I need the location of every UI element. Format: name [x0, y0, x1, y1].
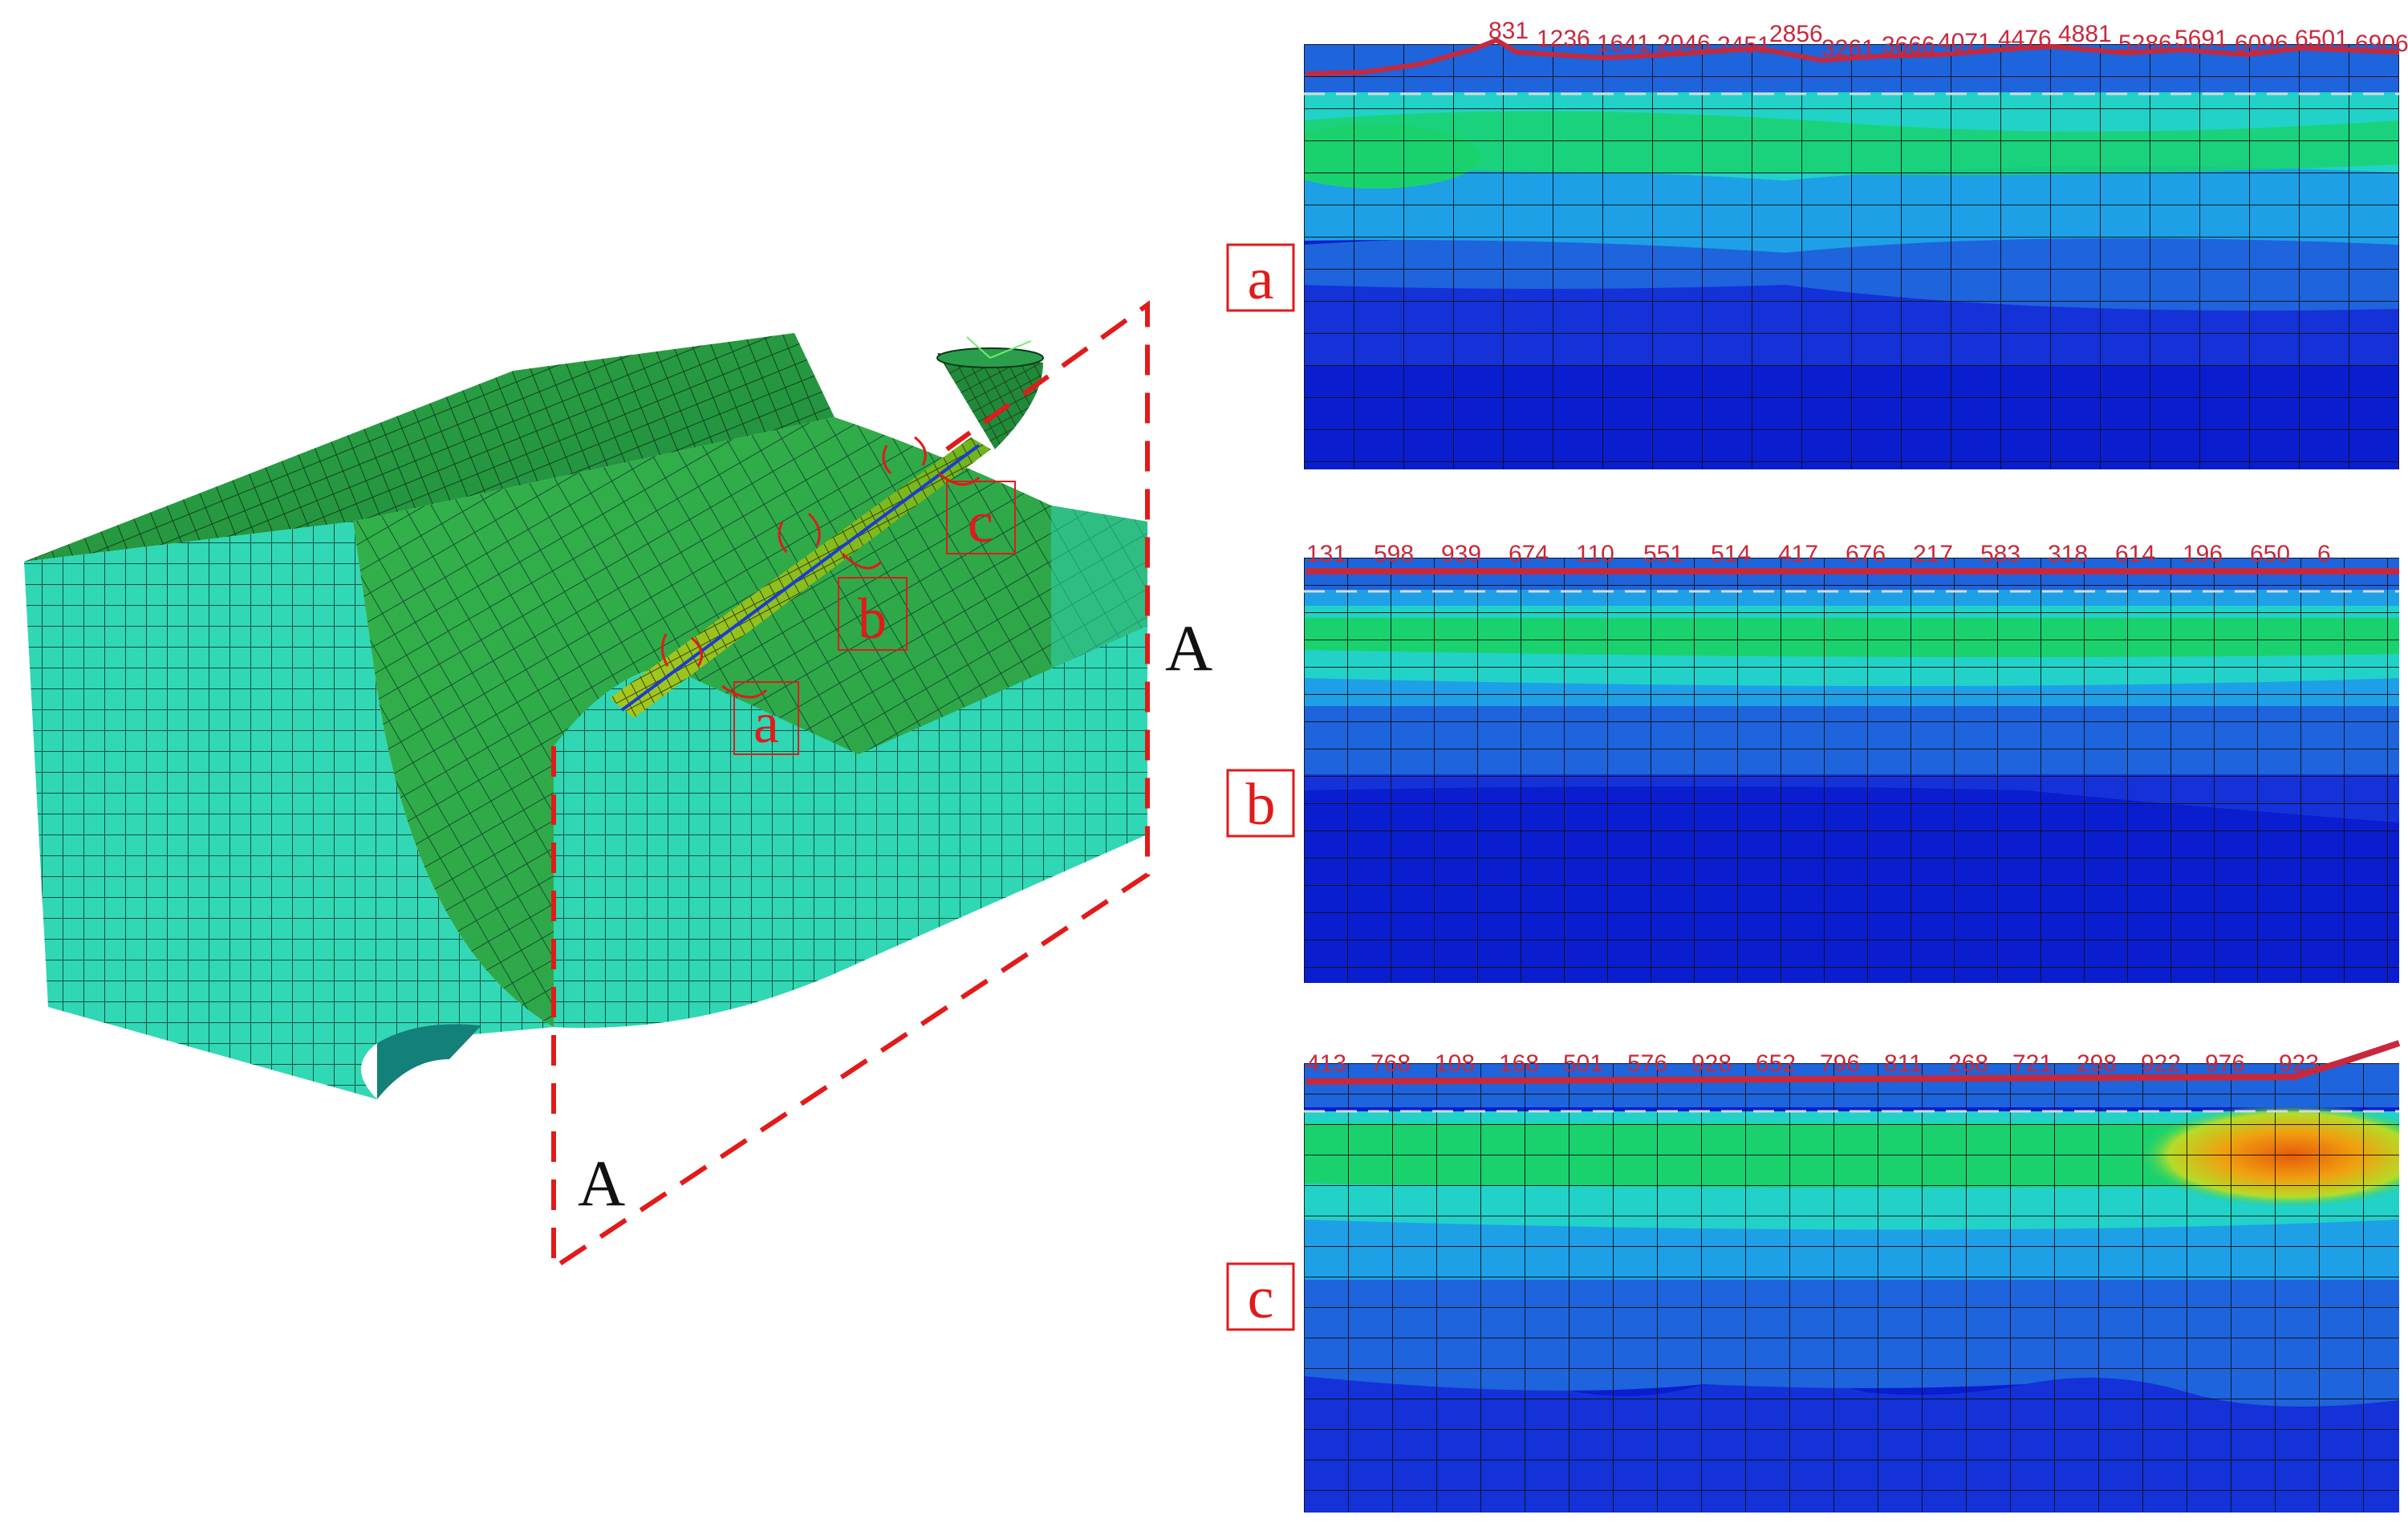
svg-text:318: 318: [2048, 541, 2088, 567]
svg-text:796: 796: [1820, 1050, 1860, 1077]
svg-text:2856: 2856: [1769, 21, 1823, 47]
svg-text:110: 110: [1576, 541, 1614, 567]
svg-text:131: 131: [1306, 541, 1346, 567]
svg-text:5691: 5691: [2175, 26, 2228, 52]
svg-text:614: 614: [2115, 541, 2155, 567]
panel-c: [1304, 1040, 2401, 1513]
panel-c-nodes: 413 768 108 168 501 576 928 652 796 811 …: [1306, 1050, 2319, 1077]
svg-text:3261: 3261: [1821, 35, 1875, 62]
svg-text:c: c: [968, 490, 993, 554]
svg-text:a: a: [1248, 246, 1274, 312]
svg-text:551: 551: [1643, 541, 1683, 567]
svg-text:922: 922: [2141, 1050, 2181, 1077]
svg-text:576: 576: [1627, 1050, 1667, 1077]
svg-text:583: 583: [1980, 541, 2020, 567]
svg-text:1641: 1641: [1597, 30, 1651, 57]
svg-text:217: 217: [1913, 541, 1953, 567]
model-label-c: c: [946, 481, 1016, 554]
svg-text:196: 196: [2183, 541, 2223, 567]
panel-a: [1304, 37, 2400, 469]
panel-label-a: a: [1226, 243, 1295, 312]
svg-text:976: 976: [2205, 1050, 2245, 1077]
svg-text:598: 598: [1374, 541, 1414, 567]
svg-text:811: 811: [1884, 1050, 1923, 1077]
svg-text:652: 652: [1756, 1050, 1796, 1077]
svg-text:676: 676: [1846, 541, 1886, 567]
svg-text:928: 928: [1691, 1050, 1732, 1077]
section-label-bottom: A: [578, 1147, 625, 1220]
panel-b-nodes: 131 598 939 674 110 551 514 417 676 217 …: [1306, 541, 2331, 567]
model-bottom-notch: [377, 1024, 481, 1099]
svg-text:3666: 3666: [1882, 32, 1935, 59]
svg-text:6906: 6906: [2355, 30, 2408, 57]
svg-text:721: 721: [2012, 1050, 2053, 1077]
panel-label-b: b: [1226, 769, 1295, 838]
panel-a-nodes: 831 1236 1641 2046 2451 2856 3261 3666 4…: [1488, 18, 2408, 62]
svg-text:650: 650: [2250, 541, 2290, 567]
svg-text:b: b: [858, 587, 887, 651]
svg-text:a: a: [753, 691, 779, 755]
groove-bottom-line: [620, 444, 981, 712]
svg-text:514: 514: [1711, 541, 1751, 567]
svg-text:768: 768: [1370, 1050, 1411, 1077]
svg-text:1236: 1236: [1537, 26, 1590, 52]
fe-model: a b c A A: [24, 300, 1212, 1273]
svg-text:4476: 4476: [1998, 26, 2052, 52]
svg-text:5286: 5286: [2118, 30, 2172, 57]
svg-text:108: 108: [1435, 1050, 1475, 1077]
grinding-tool: [936, 336, 1044, 449]
model-label-a: a: [733, 681, 799, 755]
svg-text:6096: 6096: [2235, 30, 2288, 57]
svg-text:268: 268: [1948, 1050, 1988, 1077]
section-label-top: A: [1165, 611, 1212, 684]
svg-text:4071: 4071: [1938, 29, 1992, 55]
section-plane: [551, 300, 1150, 1273]
svg-text:168: 168: [1499, 1050, 1539, 1077]
svg-text:413: 413: [1306, 1050, 1346, 1077]
region-markers: [661, 436, 981, 699]
svg-text:923: 923: [2279, 1050, 2319, 1077]
svg-text:939: 939: [1441, 541, 1481, 567]
panel-c-node-line: [1306, 1040, 2401, 1085]
svg-text:2451: 2451: [1717, 32, 1771, 59]
svg-text:6501: 6501: [2295, 26, 2349, 52]
panel-label-c: c: [1226, 1262, 1295, 1331]
model-label-b: b: [838, 577, 908, 651]
svg-text:831: 831: [1488, 18, 1529, 44]
svg-text:c: c: [1248, 1265, 1274, 1331]
svg-text:4881: 4881: [2058, 21, 2112, 47]
svg-text:2046: 2046: [1657, 30, 1711, 57]
svg-text:298: 298: [2077, 1050, 2117, 1077]
panel-a-node-line: [1306, 37, 2400, 76]
svg-text:6: 6: [2317, 541, 2331, 567]
svg-text:b: b: [1246, 772, 1276, 838]
svg-text:501: 501: [1563, 1050, 1603, 1077]
panel-b: [1304, 558, 2399, 983]
svg-text:674: 674: [1509, 541, 1549, 567]
svg-text:417: 417: [1778, 541, 1818, 567]
